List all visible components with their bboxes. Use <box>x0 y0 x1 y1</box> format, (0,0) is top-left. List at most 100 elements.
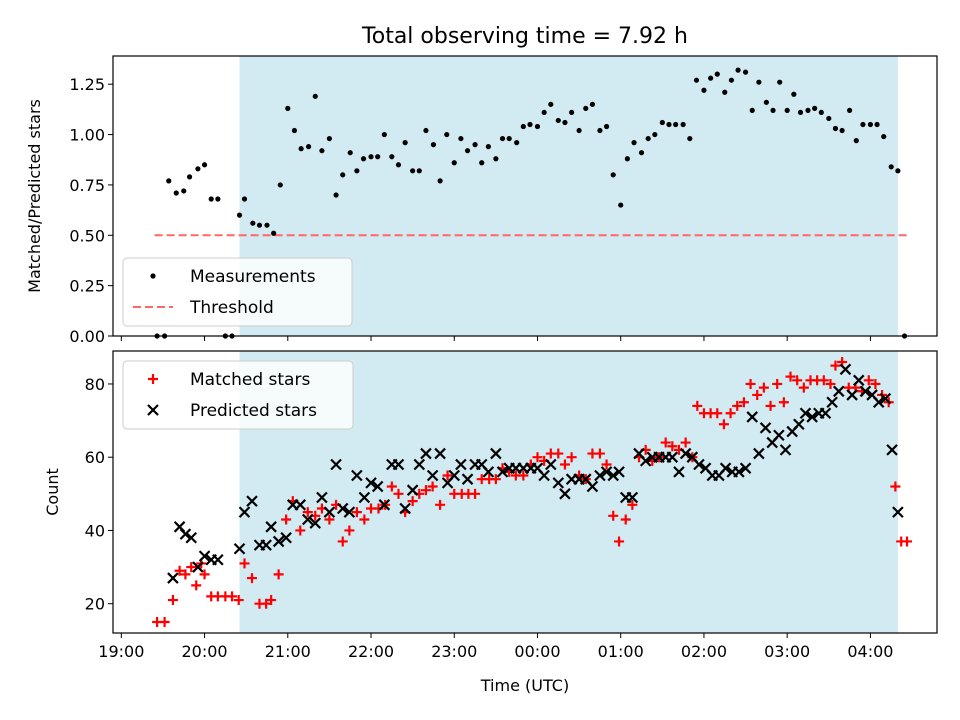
measurement-point <box>749 107 755 113</box>
predicted-star-point <box>198 550 211 562</box>
matched-star-point <box>490 474 501 485</box>
y-tick-label: 0.75 <box>69 176 105 195</box>
predicted-star-point <box>806 411 818 423</box>
predicted-star-point <box>872 396 885 409</box>
predicted-star-point <box>852 374 865 387</box>
measurement-point <box>472 142 478 148</box>
matched-star-point <box>792 375 803 386</box>
predicted-star-point <box>799 407 812 420</box>
matched-star-point <box>393 488 404 499</box>
measurement-point <box>326 135 333 142</box>
predicted-star-point <box>819 407 832 420</box>
matched-star-point <box>246 573 257 584</box>
predicted-star-point <box>607 469 620 482</box>
matched-star-point <box>186 562 197 573</box>
predicted-star-point <box>496 466 509 478</box>
predicted-star-point <box>833 385 845 398</box>
measurement-point <box>451 160 457 166</box>
predicted-star-point <box>185 532 198 544</box>
legend-predicted-marker <box>147 404 159 416</box>
matched-star-point <box>302 507 313 518</box>
matched-star-point <box>566 452 577 463</box>
y-tick-label: 0.00 <box>69 327 105 346</box>
measurement-point <box>416 168 422 174</box>
predicted-star-point <box>773 429 785 442</box>
predicted-star-point <box>323 506 336 518</box>
predicted-star-point <box>336 502 349 515</box>
measurement-point <box>742 69 749 75</box>
measurement-point <box>298 146 304 152</box>
bottom-panel: 20 40 60 80 19:00 20:00 21:00 22:00 23:00 00:00 01… <box>43 350 938 695</box>
matched-star-point <box>233 595 244 606</box>
predicted-star-point <box>879 392 892 405</box>
x-tick-label: 01:00 <box>598 642 644 661</box>
predicted-star-point <box>839 363 852 376</box>
measurement-point <box>333 192 339 198</box>
predicted-star-point <box>613 466 625 478</box>
measurement-point <box>839 127 845 134</box>
predicted-star-point <box>371 480 384 493</box>
x-tick-label: 03:00 <box>764 642 810 661</box>
predicted-star-point <box>759 422 772 434</box>
measurement-point <box>826 115 832 122</box>
predicted-star-point <box>455 458 467 471</box>
matched-star-point <box>758 382 769 393</box>
y-tick-label: 20 <box>85 595 105 614</box>
matched-star-point <box>199 569 210 580</box>
legend-box <box>122 257 353 327</box>
matched-star-point <box>902 536 913 547</box>
measurement-point <box>610 172 616 178</box>
predicted-star-point <box>753 447 765 460</box>
legend-box <box>122 360 354 430</box>
measurement-point <box>444 131 450 138</box>
matched-star-point <box>470 488 481 499</box>
matched-star-point <box>627 499 638 510</box>
matched-star-point <box>798 382 809 393</box>
matched-star-point <box>351 507 362 518</box>
matched-star-point <box>825 378 836 389</box>
matched-star-point <box>273 569 284 580</box>
measurement-point <box>874 121 880 128</box>
predicted-star-point <box>793 418 805 431</box>
matched-star-point <box>712 408 723 419</box>
predicted-star-point <box>461 473 474 485</box>
measurement-point <box>576 127 582 134</box>
predicted-star-point <box>673 466 685 478</box>
measurement-point <box>201 162 208 168</box>
y-tick-label: 1.00 <box>69 126 105 145</box>
predicted-star-point <box>594 469 606 482</box>
predicted-star-point <box>420 447 432 460</box>
matched-star-point <box>667 441 678 452</box>
predicted-star-point <box>846 389 858 401</box>
measurement-point <box>395 162 402 168</box>
predicted-star-point <box>679 447 692 460</box>
measurement-point <box>763 99 769 105</box>
matched-star-point <box>518 470 529 481</box>
measurement-point <box>818 109 824 116</box>
measurement-point <box>437 178 443 184</box>
measurement-point <box>354 168 360 174</box>
matched-star-point <box>594 448 605 459</box>
predicted-star-point <box>167 572 179 584</box>
predicted-star-point <box>434 447 446 460</box>
matched-star-point <box>553 448 564 459</box>
measurement-point <box>562 119 568 126</box>
measurement-point <box>173 190 179 196</box>
x-axis-label: Time (UTC) <box>480 676 569 695</box>
predicted-star-point <box>490 447 502 460</box>
axes-frame <box>112 55 938 337</box>
measurement-point <box>264 222 270 228</box>
matched-star-point <box>167 595 178 606</box>
legend-measurement-marker <box>150 273 156 279</box>
measurement-point <box>770 107 776 113</box>
y-axis-label: Matched/Predicted stars <box>25 99 44 293</box>
matched-star-point <box>601 459 612 470</box>
matched-star-point <box>732 400 743 411</box>
matched-star-point <box>420 485 431 496</box>
measurement-point <box>638 150 645 156</box>
measurement-point <box>645 135 651 142</box>
measurement-point <box>701 87 707 93</box>
measurement-point <box>458 135 464 142</box>
measurement-point <box>728 77 735 83</box>
measurement-point <box>514 140 520 146</box>
